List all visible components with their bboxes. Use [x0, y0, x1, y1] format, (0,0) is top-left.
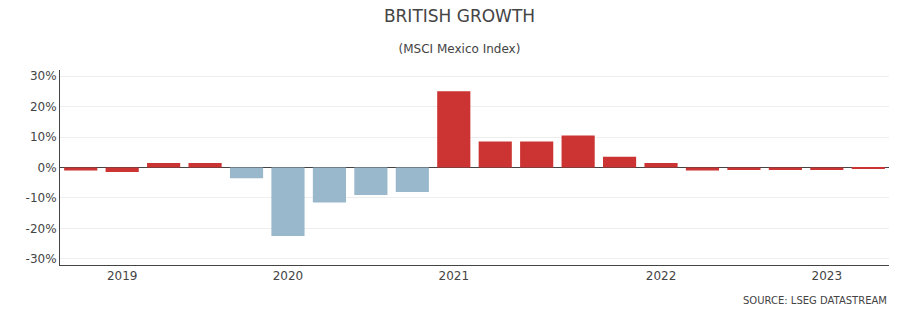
svg-text:-10%: -10%: [26, 191, 57, 205]
svg-text:2021: 2021: [439, 269, 470, 283]
svg-text:0%: 0%: [38, 161, 57, 175]
svg-text:-20%: -20%: [26, 222, 57, 236]
svg-text:20%: 20%: [30, 100, 57, 114]
svg-text:-30%: -30%: [26, 252, 57, 266]
svg-text:2019: 2019: [107, 269, 138, 283]
svg-text:30%: 30%: [30, 69, 57, 83]
svg-text:2022: 2022: [646, 269, 677, 283]
svg-text:2023: 2023: [812, 269, 843, 283]
svg-text:(MSCI Mexico Index): (MSCI Mexico Index): [399, 42, 521, 56]
svg-text:BRITISH GROWTH: BRITISH GROWTH: [384, 6, 535, 26]
svg-text:SOURCE: LSEG DATASTREAM: SOURCE: LSEG DATASTREAM: [743, 295, 887, 306]
svg-text:10%: 10%: [30, 130, 57, 144]
svg-text:2020: 2020: [273, 269, 304, 283]
